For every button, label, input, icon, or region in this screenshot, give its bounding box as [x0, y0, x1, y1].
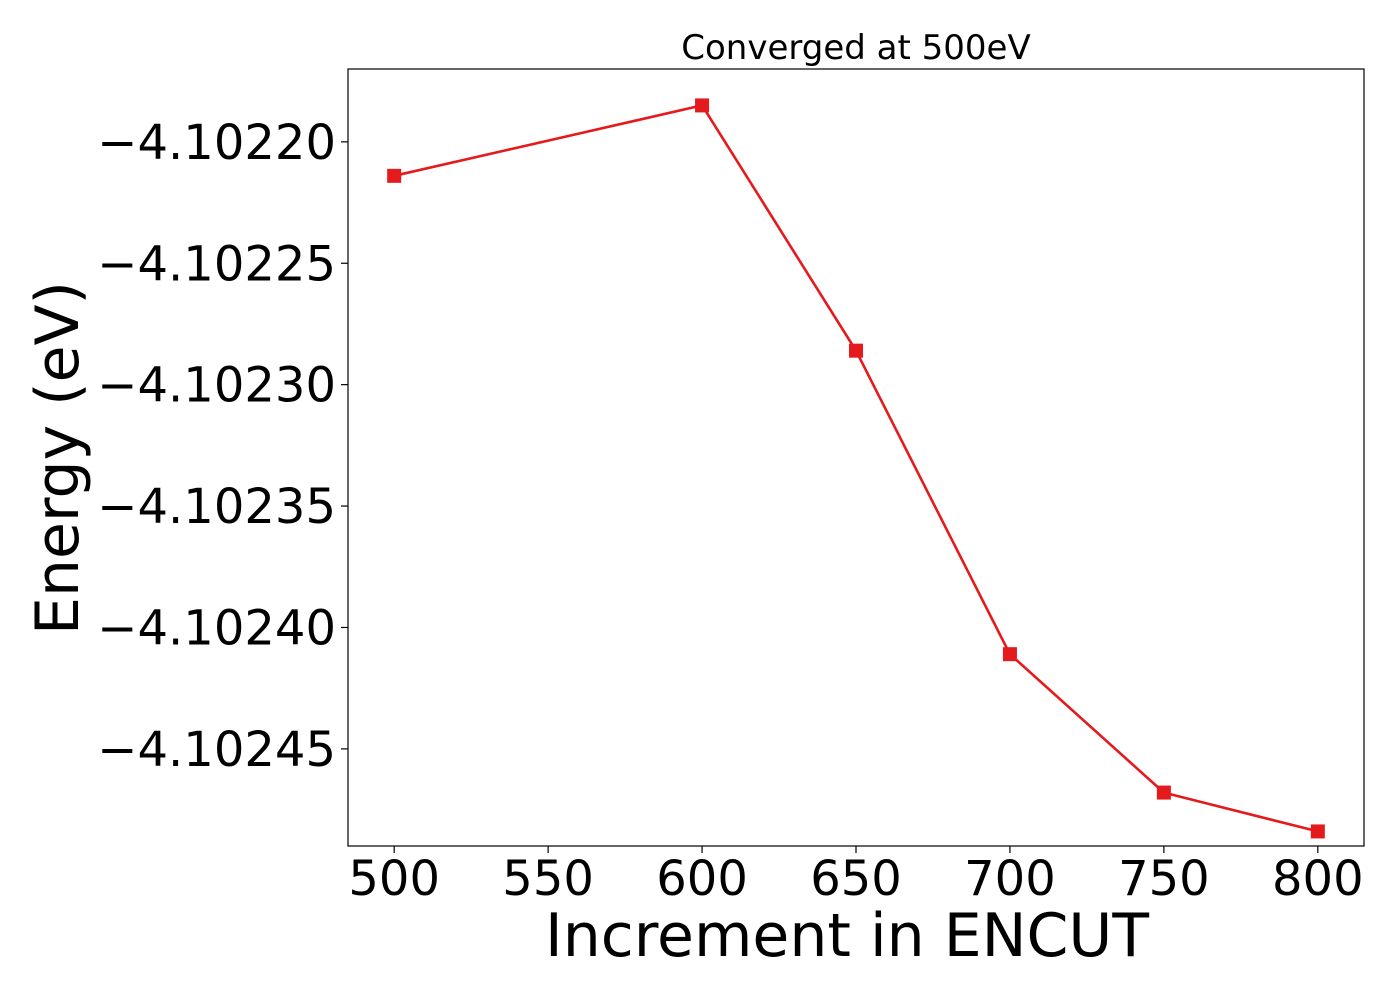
chart-title: Converged at 500eV [681, 28, 1030, 68]
series-line [393, 103, 1319, 833]
data-point [1156, 785, 1171, 800]
x-tick-label: 700 [964, 851, 1056, 907]
data-point [1002, 647, 1017, 662]
y-tick-label: −4.10225 [97, 236, 336, 292]
y-tick-label: −4.10220 [97, 115, 336, 171]
y-tick-label: −4.10240 [97, 600, 336, 656]
data-point [849, 343, 863, 358]
x-axis-label: Increment in ENCUT [545, 901, 1149, 971]
x-tick-label: 550 [502, 851, 594, 907]
plot-area: 500 550 600 650 700 750 800 −4.10220 −4.10225 −4.… [97, 98, 1364, 907]
x-tick-label: 800 [1272, 851, 1364, 907]
data-point [695, 98, 710, 113]
plot-frame [347, 68, 1365, 847]
data-point [1310, 824, 1325, 839]
x-tick-label: 650 [810, 851, 902, 907]
y-tick-label: −4.10245 [97, 722, 336, 778]
data-point [387, 168, 402, 183]
y-tick-label: −4.10230 [97, 358, 336, 414]
x-tick-label: 600 [656, 851, 748, 907]
x-tick-label: 500 [348, 851, 440, 907]
x-tick-label: 750 [1118, 851, 1210, 907]
y-axis-label: Energy (eV) [23, 281, 93, 635]
y-tick-label: −4.10235 [97, 479, 336, 535]
